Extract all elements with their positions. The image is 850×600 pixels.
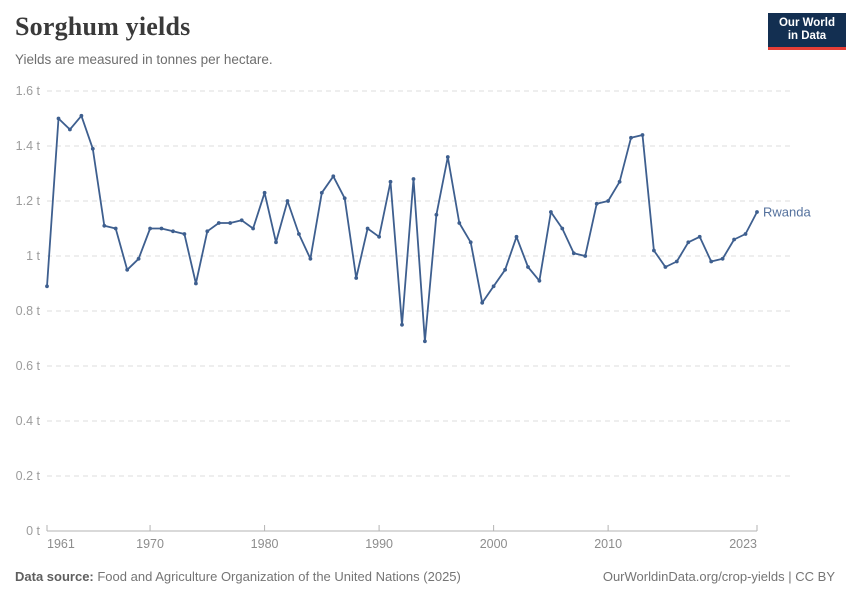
data-point[interactable] — [720, 256, 725, 261]
data-point[interactable] — [56, 116, 61, 121]
data-point[interactable] — [102, 223, 107, 228]
data-point[interactable] — [331, 174, 336, 179]
data-point[interactable] — [308, 256, 313, 261]
data-point[interactable] — [697, 234, 702, 239]
chart-footer: Data source: Food and Agriculture Organi… — [15, 569, 835, 584]
y-axis-tick-label: 1.6 t — [16, 84, 41, 98]
data-point[interactable] — [182, 232, 187, 236]
data-point[interactable] — [480, 300, 485, 305]
data-point[interactable] — [319, 190, 324, 195]
data-point[interactable] — [537, 278, 542, 283]
data-point[interactable] — [652, 248, 656, 253]
data-point[interactable] — [125, 267, 130, 272]
data-point[interactable] — [514, 234, 519, 239]
data-point[interactable] — [136, 256, 141, 261]
entity-label[interactable]: Rwanda — [763, 205, 811, 220]
data-point[interactable] — [686, 240, 691, 245]
data-point[interactable] — [194, 281, 198, 286]
data-point[interactable] — [216, 221, 221, 225]
data-point[interactable] — [560, 226, 565, 231]
data-point[interactable] — [239, 218, 244, 223]
data-point[interactable] — [583, 254, 588, 258]
y-axis-tick-label: 0.6 t — [16, 359, 41, 373]
y-axis-tick-label: 0.4 t — [16, 414, 41, 428]
y-axis-tick-label: 1.2 t — [16, 194, 41, 208]
data-point[interactable] — [113, 226, 118, 231]
data-point[interactable] — [503, 267, 507, 272]
data-point[interactable] — [45, 284, 49, 289]
x-axis-tick-label: 1980 — [251, 537, 279, 551]
data-point[interactable] — [159, 226, 164, 231]
data-point[interactable] — [606, 199, 610, 203]
data-point[interactable] — [674, 259, 679, 264]
owid-logo-line1: Our World — [778, 16, 835, 29]
data-point[interactable] — [594, 201, 599, 206]
data-point[interactable] — [468, 240, 473, 245]
data-point[interactable] — [251, 226, 256, 231]
data-point[interactable] — [377, 234, 381, 239]
data-point[interactable] — [354, 276, 359, 280]
data-point[interactable] — [171, 229, 175, 234]
data-point[interactable] — [445, 155, 450, 159]
x-axis-tick-label: 1970 — [136, 537, 164, 551]
y-axis-tick-label: 0.8 t — [16, 304, 41, 318]
data-source-label: Data source: — [15, 569, 94, 584]
x-axis-tick-label: 1990 — [365, 537, 393, 551]
data-point[interactable] — [400, 322, 404, 327]
data-point[interactable] — [297, 232, 301, 236]
data-point[interactable] — [617, 179, 622, 184]
data-source-text: Food and Agriculture Organization of the… — [93, 569, 461, 584]
line-chart: 0 t 0.2 t 0.4 t 0.6 t 0.8 t 1 t 1.2 t 1.4 t 1.6 … — [16, 84, 812, 551]
data-point[interactable] — [285, 199, 290, 203]
data-point[interactable] — [90, 146, 95, 151]
data-point[interactable] — [411, 177, 416, 181]
x-axis-tick-label: 2010 — [594, 537, 622, 551]
series-line-rwanda[interactable] — [46, 114, 758, 343]
data-point[interactable] — [228, 221, 233, 225]
data-point[interactable] — [743, 232, 748, 236]
credit-link[interactable]: OurWorldinData.org/crop-yields | CC BY — [602, 569, 835, 584]
x-axis-tick-label: 1961 — [47, 537, 75, 551]
data-point[interactable] — [571, 251, 576, 256]
data-point[interactable] — [148, 226, 153, 231]
data-point[interactable] — [434, 212, 439, 217]
data-point[interactable] — [732, 237, 736, 242]
data-point[interactable] — [640, 133, 645, 137]
x-axis-tick-label: 2023 — [729, 537, 757, 551]
data-point[interactable] — [491, 284, 496, 289]
data-point[interactable] — [342, 196, 347, 201]
y-axis-tick-label: 0.2 t — [16, 469, 41, 483]
data-point[interactable] — [365, 226, 370, 231]
y-axis-tick-label: 0 t — [26, 524, 40, 538]
y-axis-tick-label: 1.4 t — [16, 139, 41, 153]
data-source-note: Data source: Food and Agriculture Organi… — [15, 569, 461, 584]
data-point[interactable] — [549, 210, 553, 214]
data-point[interactable] — [457, 221, 462, 225]
owid-logo-line2: in Data — [787, 30, 827, 42]
data-point[interactable] — [709, 259, 714, 264]
y-axis-tick-label: 1 t — [26, 249, 40, 263]
data-point[interactable] — [262, 190, 267, 195]
data-point[interactable] — [663, 265, 668, 269]
page-title: Sorghum yields — [15, 12, 191, 41]
data-point[interactable] — [79, 113, 84, 118]
data-point[interactable] — [629, 135, 633, 140]
data-point[interactable] — [526, 265, 530, 269]
owid-logo[interactable]: Our World in Data — [768, 13, 846, 50]
data-point[interactable] — [755, 210, 759, 214]
data-point[interactable] — [388, 179, 393, 184]
data-point[interactable] — [423, 339, 427, 344]
data-point[interactable] — [274, 240, 278, 245]
data-point[interactable] — [205, 229, 210, 234]
x-axis-tick-label: 2000 — [480, 537, 508, 551]
data-point[interactable] — [68, 127, 72, 132]
chart-subtitle: Yields are measured in tonnes per hectar… — [15, 52, 273, 67]
